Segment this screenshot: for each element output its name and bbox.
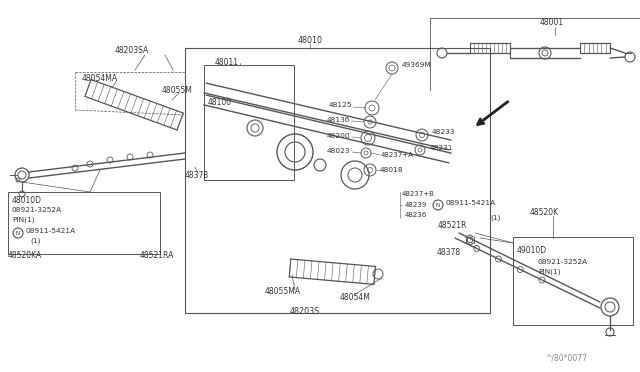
Text: 48054MA: 48054MA: [82, 74, 118, 83]
Text: 48233: 48233: [432, 129, 456, 135]
Text: 08921-3252A: 08921-3252A: [538, 259, 588, 265]
Text: 48231: 48231: [430, 145, 454, 151]
Text: 48378: 48378: [185, 170, 209, 180]
Bar: [8, 192, 160, 254]
Text: PIN(1): PIN(1): [538, 269, 561, 275]
Text: 48001: 48001: [540, 17, 564, 26]
Text: 48011: 48011: [215, 58, 239, 67]
Text: 08921-3252A: 08921-3252A: [12, 207, 62, 213]
Text: 48055M: 48055M: [162, 86, 193, 94]
Text: (1): (1): [30, 238, 40, 244]
Text: 48010D: 48010D: [12, 196, 42, 205]
Text: ^/80*0077: ^/80*0077: [545, 353, 587, 362]
Text: 48100: 48100: [208, 97, 232, 106]
Text: 48520K: 48520K: [530, 208, 559, 217]
Text: 49010D: 49010D: [517, 246, 547, 254]
Text: 48136: 48136: [326, 117, 350, 123]
Text: 48200: 48200: [326, 133, 350, 139]
Text: N: N: [16, 231, 20, 235]
Text: 48239: 48239: [405, 202, 428, 208]
Text: (1): (1): [490, 215, 500, 221]
Text: 48521R: 48521R: [438, 221, 467, 230]
Text: 48237+A: 48237+A: [381, 152, 414, 158]
Text: 48125: 48125: [328, 102, 352, 108]
Text: 48018: 48018: [380, 167, 404, 173]
Bar: [204, 65, 294, 180]
Text: 48023: 48023: [326, 148, 350, 154]
Text: N: N: [436, 202, 440, 208]
Text: 48203S: 48203S: [290, 308, 320, 317]
Text: 48010: 48010: [298, 35, 323, 45]
Text: 08911-5421A: 08911-5421A: [446, 200, 496, 206]
Text: 48378: 48378: [437, 247, 461, 257]
Text: 48237+B: 48237+B: [402, 191, 435, 197]
Bar: [185, 48, 490, 313]
Text: 48236: 48236: [405, 212, 428, 218]
Text: 48521RA: 48521RA: [140, 250, 174, 260]
Text: 48054M: 48054M: [340, 294, 371, 302]
Bar: [513, 237, 633, 325]
Text: 08911-5421A: 08911-5421A: [25, 228, 75, 234]
Text: PIN(1): PIN(1): [12, 217, 35, 223]
Text: 49369M: 49369M: [402, 62, 432, 68]
Text: 48055MA: 48055MA: [265, 288, 301, 296]
Text: 48203SA: 48203SA: [115, 45, 149, 55]
Text: 48520KA: 48520KA: [8, 250, 42, 260]
